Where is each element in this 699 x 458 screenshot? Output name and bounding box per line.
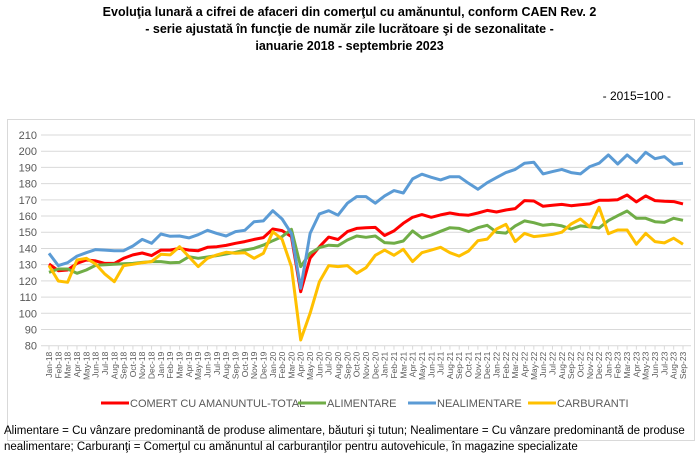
line-chart: 80 90 100 110 120 130 140 150 160 170 180 190 200 210… [19, 130, 691, 410]
x-tick-label: Jul-21 [436, 351, 446, 374]
x-tick-label: Feb-18 [53, 351, 63, 378]
x-tick-label: Jan-18 [44, 351, 54, 377]
x-tick-label: Dec-18 [147, 351, 157, 379]
x-tick-label: Jul-18 [100, 351, 110, 374]
x-tick-label: Jan-21 [380, 351, 390, 377]
x-tick-label: Oct-22 [575, 351, 585, 377]
y-tick-label: 180 [19, 179, 37, 191]
series-line-carburanti [47, 205, 684, 342]
x-tick-label: Aug-22 [557, 351, 567, 379]
x-tick-label: May-22 [529, 351, 539, 380]
series-line-alimentare [48, 209, 684, 275]
x-tick-label: Mar-21 [398, 351, 408, 378]
x-tick-label: May-19 [193, 351, 203, 380]
chart-title-line1: Evoluţia lunară a cifrei de afaceri din … [102, 5, 597, 19]
x-tick-label: Jul-20 [324, 351, 334, 374]
x-tick-label: Feb-22 [501, 351, 511, 378]
chart-frame: 80 90 100 110 120 130 140 150 160 170 180 190 200 210… [7, 119, 695, 441]
x-tick-label: Nov-20 [361, 351, 371, 379]
x-tick-label: Jan-19 [156, 351, 166, 377]
x-tick-label: May-20 [305, 351, 315, 380]
x-tick-label: Apr-18 [72, 351, 82, 377]
x-tick-label: Feb-21 [389, 351, 399, 378]
x-tick-label: Jun-23 [650, 351, 660, 377]
y-tick-label: 210 [19, 130, 37, 142]
x-tick-label: Oct-19 [240, 351, 250, 377]
y-tick-label: 160 [19, 211, 37, 223]
x-tick-label: Sep-18 [119, 351, 129, 379]
x-tick-label: Jun-20 [314, 351, 324, 377]
x-tick-label: Sep-21 [454, 351, 464, 379]
x-tick-label: Feb-20 [277, 351, 287, 378]
x-tick-label: Apr-20 [296, 351, 306, 377]
x-tick-label: Oct-18 [128, 351, 138, 377]
series-line-comert-cu-amanuntul-total [48, 193, 684, 294]
x-tick-label: May-21 [417, 351, 427, 380]
x-tick-label: Aug-18 [109, 351, 119, 379]
x-tick-label: Mar-20 [286, 351, 296, 378]
x-tick-label: Jun-21 [426, 351, 436, 377]
x-tick-label: Feb-23 [613, 351, 623, 378]
x-tick-label: Jun-19 [203, 351, 213, 377]
x-tick-label: Oct-20 [352, 351, 362, 377]
y-tick-label: 140 [19, 243, 37, 255]
y-tick-label: 90 [25, 324, 37, 336]
x-tick-label: Jun-18 [91, 351, 101, 377]
x-tick-label: Nov-21 [473, 351, 483, 379]
x-tick-label: Dec-21 [482, 351, 492, 379]
x-tick-label: Oct-21 [464, 351, 474, 377]
x-tick-label: Aug-19 [221, 351, 231, 379]
x-tick-label: Jan-20 [268, 351, 278, 377]
x-tick-label: Sep-22 [566, 351, 576, 379]
x-tick-label: Jul-23 [659, 351, 669, 374]
x-tick-label: Apr-22 [520, 351, 530, 377]
x-tick-label: Feb-19 [165, 351, 175, 378]
x-tick-label: Aug-20 [333, 351, 343, 379]
x-tick-label: May-23 [641, 351, 651, 380]
footnote: Alimentare = Cu vânzare predominantă de … [4, 425, 685, 453]
x-tick-label: Jan-22 [492, 351, 502, 377]
legend-label: COMERT CU AMANUNTUL-TOTAL [130, 398, 305, 410]
y-tick-label: 100 [19, 308, 37, 320]
legend-label: CARBURANTI [557, 398, 629, 410]
x-tick-label: Aug-21 [445, 351, 455, 379]
x-tick-label: Sep-20 [342, 351, 352, 379]
x-tick-label: Jan-23 [603, 351, 613, 377]
series-line-nealimentare [47, 150, 684, 290]
x-tick-label: Mar-18 [63, 351, 73, 378]
y-tick-label: 200 [19, 146, 37, 158]
x-tick-label: Sep-23 [678, 351, 688, 379]
legend-label: NEALIMENTARE [437, 398, 522, 410]
y-tick-label: 120 [19, 276, 37, 288]
x-tick-label: Mar-23 [622, 351, 632, 378]
base-year-note: - 2015=100 - [602, 89, 671, 103]
x-tick-label: Apr-19 [184, 351, 194, 377]
x-tick-label: Mar-19 [175, 351, 185, 378]
y-tick-label: 80 [25, 341, 37, 353]
y-tick-label: 190 [19, 162, 37, 174]
x-tick-label: Jun-22 [538, 351, 548, 377]
x-tick-label: Nov-22 [585, 351, 595, 379]
x-tick-label: May-18 [81, 351, 91, 380]
x-tick-label: Nov-18 [137, 351, 147, 379]
x-tick-label: Mar-22 [510, 351, 520, 378]
x-tick-label: Nov-19 [249, 351, 259, 379]
chart-title-line3: ianuarie 2018 - septembrie 2023 [255, 39, 444, 53]
x-tick-label: Apr-21 [408, 351, 418, 377]
y-tick-label: 150 [19, 227, 37, 239]
y-tick-label: 110 [19, 292, 37, 304]
x-tick-label: Jul-22 [547, 351, 557, 374]
x-tick-label: Dec-22 [594, 351, 604, 379]
y-tick-label: 170 [19, 195, 37, 207]
x-tick-label: Apr-23 [631, 351, 641, 377]
x-tick-label: Dec-20 [370, 351, 380, 379]
x-tick-label: Sep-19 [230, 351, 240, 379]
x-tick-label: Aug-23 [669, 351, 679, 379]
x-tick-label: Jul-19 [212, 351, 222, 374]
y-tick-label: 130 [19, 260, 37, 272]
legend-label: ALIMENTARE [327, 398, 396, 410]
x-tick-label: Dec-19 [258, 351, 268, 379]
chart-title-line2: - serie ajustată în funcţie de număr zil… [145, 22, 554, 36]
